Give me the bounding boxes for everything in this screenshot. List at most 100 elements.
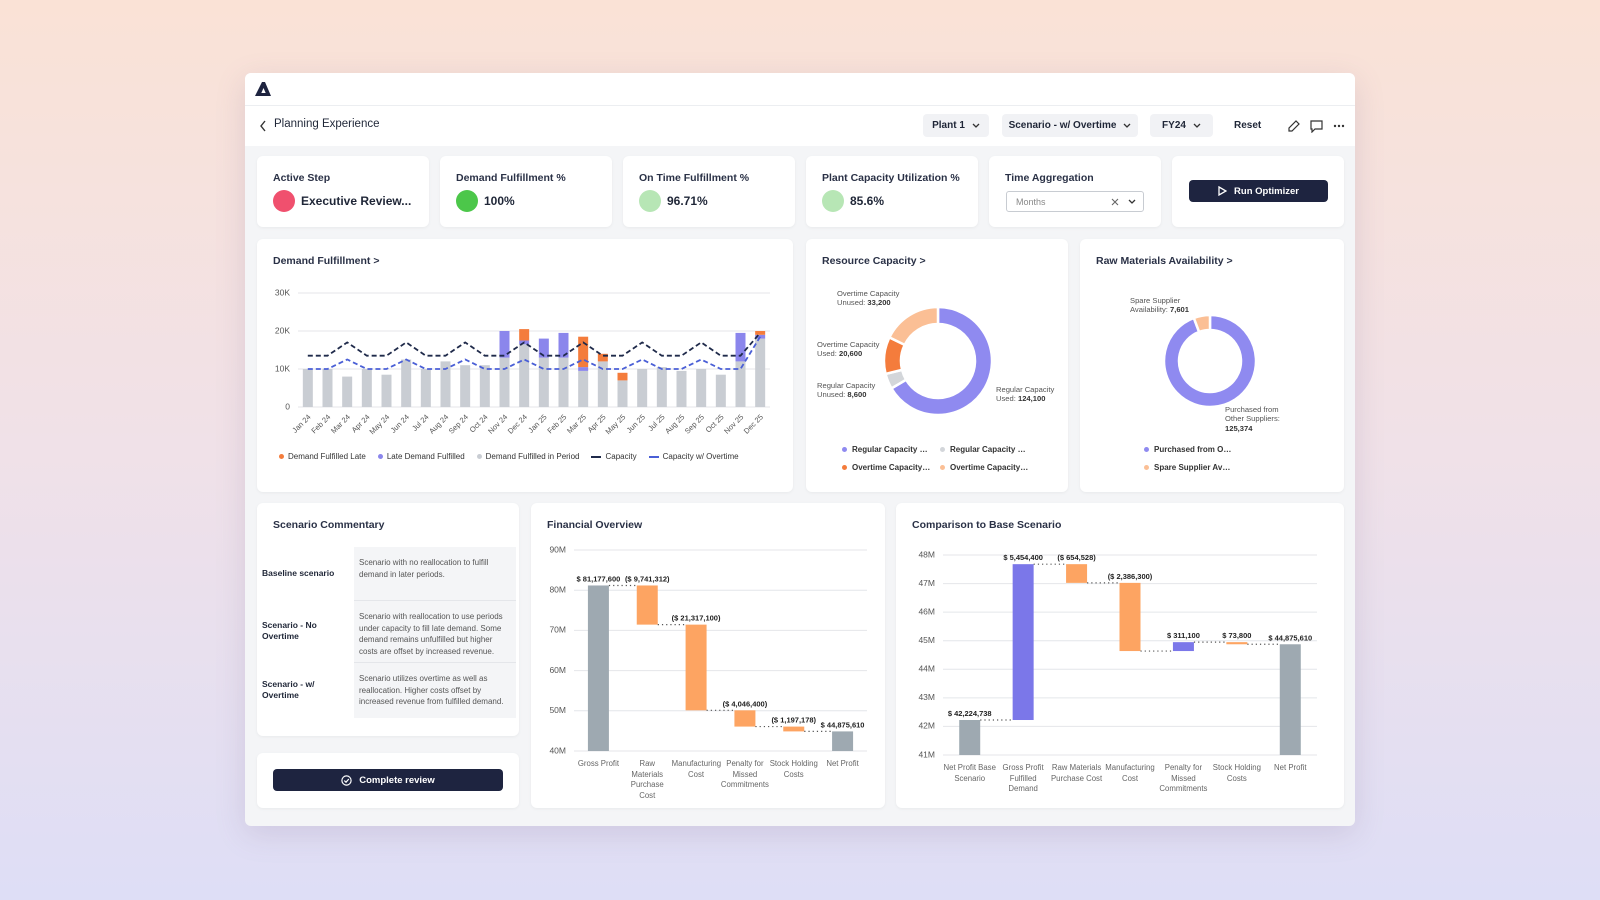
waterfall-bar — [734, 710, 756, 727]
kpi-value: 96.71% — [667, 194, 708, 208]
waterfall-bar — [1279, 644, 1301, 755]
x-tick-label: Penalty for Missed Commitments — [720, 759, 769, 790]
y-tick-label: 90M — [549, 544, 566, 554]
run-optimizer-button[interactable]: Run Optimizer — [1189, 180, 1328, 202]
chart-title: Financial Overview — [547, 519, 643, 531]
x-tick-label: Mar 24 — [329, 412, 352, 435]
top-bar — [245, 73, 1355, 106]
complete-review-button[interactable]: Complete review — [273, 769, 503, 791]
status-dot — [639, 190, 661, 212]
waterfall-bar — [832, 731, 854, 751]
annotation-label: Regular Capacity Unused: — [817, 381, 876, 400]
bar — [735, 361, 746, 407]
bar — [420, 369, 431, 407]
x-tick-label: Sep 24 — [447, 412, 470, 435]
commentary-card: Scenario Commentary Scenario with no rea… — [257, 503, 519, 736]
x-tick-label: Aug 25 — [663, 412, 686, 435]
waterfall-bar — [1119, 582, 1141, 652]
chart-title: Comparison to Base Scenario — [912, 519, 1062, 531]
annotation-label: Regular Capacity Used: — [996, 385, 1055, 404]
reset-button[interactable]: Reset — [1234, 120, 1262, 131]
y-tick-label: 46M — [918, 606, 935, 616]
time-select[interactable]: Months — [1006, 191, 1144, 212]
annotation-label: Overtime Capacity Used: — [817, 340, 880, 359]
chart-title[interactable]: Demand Fulfillment > — [273, 255, 380, 267]
status-dot — [456, 190, 478, 212]
legend-item: Demand Fulfilled Late — [279, 452, 366, 461]
more-icon[interactable] — [1333, 124, 1345, 128]
x-tick-label: Net Profit — [826, 759, 859, 768]
legend-item: Spare Supplier Availability — [1144, 463, 1304, 472]
bar — [696, 369, 707, 407]
comparison-chart-card: Comparison to Base Scenario 41M 42M 43M 44M… — [896, 503, 1344, 808]
y-tick-label: 42M — [918, 721, 935, 731]
legend-label: Late Demand Fulfilled — [386, 452, 465, 461]
annotation-value: 7,601 — [1169, 305, 1189, 315]
x-tick-label: Nov 24 — [486, 412, 509, 435]
chart: 40M 50M 60M 70M 80M 90M $ 81,177,600 ($ 9,741,3… — [549, 544, 867, 755]
row-label: Scenario - No Overtime — [262, 620, 317, 642]
legend-item: Purchased from Other Suppliers — [1144, 445, 1304, 454]
legend-label: Purchased from Other Suppliers — [1154, 445, 1234, 454]
bar — [597, 353, 608, 362]
annotation: Spare Supplier Availability: 7,601 — [1130, 296, 1202, 315]
x-tick-label: Gross Profit — [577, 759, 619, 768]
waterfall-bar — [959, 720, 981, 755]
x-tick-label: Dec 25 — [742, 412, 765, 435]
value-label: $ 73,800 — [1222, 631, 1251, 640]
bar — [715, 374, 726, 407]
y-tick-label: 41M — [918, 749, 935, 759]
legend-label: Overtime Capacity Unused — [950, 463, 1030, 472]
bar — [656, 367, 667, 407]
y-tick-label: 45M — [918, 635, 935, 645]
legend-label: Regular Capacity Unused — [950, 445, 1030, 454]
logo[interactable] — [254, 81, 272, 97]
x-tick-label: Raw Materials Purchase Cost — [630, 759, 664, 800]
value-label: $ 311,100 — [1167, 631, 1200, 640]
bar — [440, 361, 451, 407]
app-window: Planning Experience Plant 1 Scenario - w… — [245, 73, 1355, 826]
donut-slice — [1162, 313, 1258, 409]
annotation-value: 8,600 — [847, 390, 867, 400]
bar — [401, 359, 412, 407]
select-icons — [1111, 198, 1136, 206]
value-label: ($ 9,741,312) — [625, 574, 670, 583]
annotation-value: 33,200 — [867, 298, 891, 308]
bar — [460, 365, 471, 407]
comment-icon[interactable] — [1310, 120, 1323, 133]
edit-icon[interactable] — [1288, 120, 1300, 132]
bar — [381, 374, 392, 407]
year-dropdown[interactable]: FY24 — [1150, 114, 1213, 137]
legend-label: Capacity w/ Overtime — [662, 452, 739, 461]
legend-label: Capacity — [605, 452, 637, 461]
value-label: $ 5,454,400 — [1003, 553, 1043, 562]
kpi-title: On Time Fulfillment % — [639, 172, 750, 184]
y-tick-label: 60M — [549, 665, 566, 675]
scenario-dropdown[interactable]: Scenario - w/ Overtime — [1002, 114, 1138, 137]
legend-item: Demand Fulfilled in Period — [476, 452, 579, 461]
bar — [578, 336, 589, 368]
x-tick-label: Sep 25 — [683, 412, 706, 435]
x-tick-label: Jan 25 — [526, 412, 548, 434]
x-tick-label: May 25 — [604, 412, 628, 436]
waterfall-bar — [1226, 642, 1248, 645]
dropdown-value: Plant 1 — [932, 120, 965, 131]
plant-dropdown[interactable]: Plant 1 — [923, 114, 989, 137]
x-tick-label: Net Profit Base Scenario — [943, 763, 996, 783]
bar — [735, 332, 746, 362]
x-tick-label: Jun 24 — [389, 412, 411, 434]
back-button[interactable] — [259, 120, 267, 132]
toolbar-icons — [1288, 120, 1345, 133]
y-tick-label: 40M — [549, 745, 566, 755]
bar — [755, 331, 766, 335]
bar — [538, 338, 549, 358]
legend-marker — [279, 454, 284, 459]
legend: Regular Capacity Used Regular Capacity Un… — [842, 445, 1038, 472]
value-label: ($ 2,386,300) — [1108, 572, 1153, 581]
chart-title[interactable]: Resource Capacity > — [822, 255, 926, 267]
chart-title[interactable]: Raw Materials Availability > — [1096, 255, 1233, 267]
value-label: $ 42,224,738 — [948, 709, 992, 718]
button-label: Complete review — [359, 774, 435, 786]
status-dot — [273, 190, 295, 212]
waterfall-bar — [587, 585, 609, 751]
